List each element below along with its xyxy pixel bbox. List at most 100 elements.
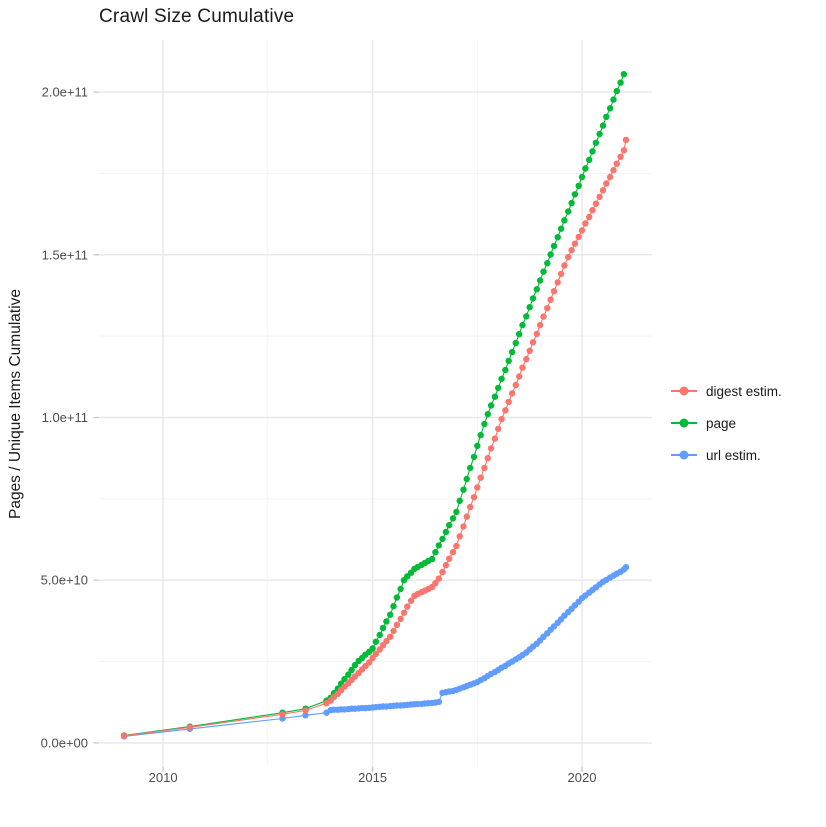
- data-point: [544, 260, 551, 267]
- chart-title: Crawl Size Cumulative: [99, 6, 295, 27]
- legend-point-icon: [679, 418, 689, 428]
- legend-label: url estim.: [706, 447, 761, 463]
- data-point: [557, 270, 565, 278]
- data-point: [526, 304, 533, 311]
- data-point: [474, 484, 481, 491]
- data-point: [603, 180, 610, 187]
- y-tick-label: 2.0e+11: [42, 85, 88, 100]
- major-gridlines: [99, 40, 652, 767]
- data-point: [578, 227, 586, 234]
- data-point: [397, 585, 404, 593]
- legend-label: page: [706, 415, 737, 431]
- data-point: [505, 398, 512, 406]
- data-point: [610, 167, 617, 174]
- data-point: [491, 393, 499, 400]
- data-point: [516, 331, 523, 338]
- data-point: [547, 251, 554, 258]
- data-point: [599, 187, 607, 194]
- data-point: [387, 633, 394, 640]
- data-point: [603, 113, 610, 121]
- data-point: [575, 233, 582, 241]
- data-point: [536, 277, 544, 284]
- x-tick-label: 2010: [149, 770, 178, 785]
- data-point: [592, 200, 600, 207]
- data-point: [540, 268, 547, 275]
- data-point: [439, 568, 446, 576]
- data-point: [544, 305, 551, 312]
- data-point: [540, 313, 547, 320]
- data-point: [523, 356, 530, 363]
- data-point: [449, 515, 457, 522]
- data-point: [536, 321, 544, 329]
- data-point: [561, 217, 568, 224]
- data-point: [432, 579, 439, 587]
- data-point: [477, 474, 484, 481]
- data-point: [397, 615, 404, 623]
- data-point: [529, 295, 537, 302]
- data-point: [550, 242, 558, 250]
- data-point: [369, 645, 376, 652]
- data-point: [491, 435, 499, 442]
- legend-label: digest estim.: [706, 383, 782, 399]
- data-point: [582, 165, 589, 172]
- data-point: [345, 671, 352, 678]
- data-point: [495, 384, 502, 392]
- x-tick-label: 2015: [358, 770, 387, 785]
- data-point: [554, 279, 561, 286]
- data-point: [383, 637, 390, 645]
- data-point: [393, 594, 401, 601]
- data-point: [487, 402, 495, 409]
- data-point: [474, 442, 481, 449]
- data-point: [428, 555, 436, 563]
- data-point: [487, 445, 495, 452]
- data-point: [463, 475, 470, 483]
- data-point: [610, 96, 617, 103]
- data-point: [481, 420, 488, 428]
- y-tick-label: 0.0e+00: [41, 735, 88, 750]
- data-point: [446, 522, 453, 529]
- data-point: [366, 659, 373, 666]
- data-point: [561, 262, 568, 269]
- axis-tick-labels: 2010 2015 2020 0.0e+00 5.0e+10 1.0e+11 1.5e+11…: [41, 85, 597, 785]
- data-point: [379, 624, 387, 632]
- data-point: [453, 508, 460, 516]
- data-point: [302, 707, 309, 714]
- data-point: [484, 411, 491, 418]
- data-point: [498, 375, 505, 382]
- legend-point-icon: [679, 386, 689, 396]
- legend-item-digest-estim: digest estim.: [671, 380, 782, 402]
- data-point: [547, 296, 554, 303]
- data-point: [302, 712, 309, 719]
- data-point: [495, 425, 502, 433]
- axis-tick-marks: [93, 91, 583, 772]
- data-point: [502, 407, 509, 414]
- data-point: [533, 286, 540, 293]
- minor-gridlines: [99, 40, 652, 767]
- data-point: [351, 661, 359, 669]
- data-point: [519, 364, 526, 371]
- data-point: [481, 464, 488, 472]
- data-point: [622, 136, 630, 144]
- data-point: [460, 523, 467, 530]
- data-point: [516, 373, 523, 380]
- data-point: [372, 638, 380, 645]
- data-point: [508, 348, 516, 356]
- data-point: [435, 698, 442, 706]
- data-point: [453, 542, 460, 550]
- data-point: [186, 724, 194, 731]
- data-series-layer: [120, 71, 630, 740]
- data-point: [592, 139, 600, 146]
- legend-item-page: page: [671, 412, 782, 434]
- data-point: [460, 486, 467, 493]
- data-point: [470, 494, 478, 501]
- data-point: [578, 173, 586, 181]
- data-point: [456, 497, 463, 504]
- data-point: [586, 156, 593, 163]
- data-point: [390, 627, 397, 635]
- data-point: [449, 549, 457, 556]
- data-point: [439, 535, 446, 543]
- data-point: [435, 542, 442, 549]
- data-point: [519, 321, 526, 329]
- data-point: [467, 464, 474, 472]
- data-point: [586, 213, 593, 221]
